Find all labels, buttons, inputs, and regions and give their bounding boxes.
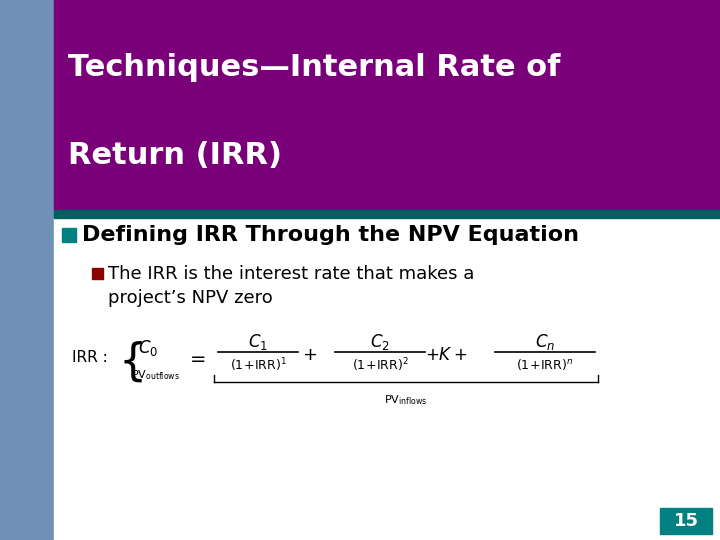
Text: $(1\!+\!\mathrm{IRR})^1$: $(1\!+\!\mathrm{IRR})^1$ [230, 356, 287, 374]
Text: $=$: $=$ [186, 348, 206, 367]
Text: Return (IRR): Return (IRR) [68, 140, 282, 170]
Bar [0, 0, 54, 540]
Bar [62, 228, 76, 242]
Text: $\{$: $\{$ [117, 340, 143, 384]
Text: project’s NPV zero: project’s NPV zero [108, 289, 273, 307]
Text: $(1\!+\!\mathrm{IRR})^2$: $(1\!+\!\mathrm{IRR})^2$ [351, 356, 408, 374]
Text: $C_1$: $C_1$ [248, 332, 268, 352]
Text: $+$: $+$ [302, 346, 318, 364]
Bar [54, 218, 720, 540]
Text: $+K+$: $+K+$ [425, 346, 467, 364]
Text: The IRR is the interest rate that makes a: The IRR is the interest rate that makes … [108, 265, 474, 283]
Bar [54, 210, 720, 218]
Text: IRR :: IRR : [72, 350, 108, 366]
Bar [54, 0, 720, 210]
Text: $C_n$: $C_n$ [535, 332, 555, 352]
Text: $C_0$: $C_0$ [138, 338, 158, 358]
Text: $C_2$: $C_2$ [370, 332, 390, 352]
Text: Defining IRR Through the NPV Equation: Defining IRR Through the NPV Equation [82, 225, 579, 245]
Bar [660, 508, 712, 534]
Text: $(1\!+\!\mathrm{IRR})^n$: $(1\!+\!\mathrm{IRR})^n$ [516, 357, 574, 373]
Text: $\mathrm{PV}_{\mathrm{inflows}}$: $\mathrm{PV}_{\mathrm{inflows}}$ [384, 393, 428, 407]
Bar [92, 268, 103, 279]
Text: Techniques—Internal Rate of: Techniques—Internal Rate of [68, 53, 560, 83]
Text: $\mathrm{PV}_{\mathrm{outflows}}$: $\mathrm{PV}_{\mathrm{outflows}}$ [130, 368, 179, 382]
Text: 15: 15 [673, 512, 698, 530]
